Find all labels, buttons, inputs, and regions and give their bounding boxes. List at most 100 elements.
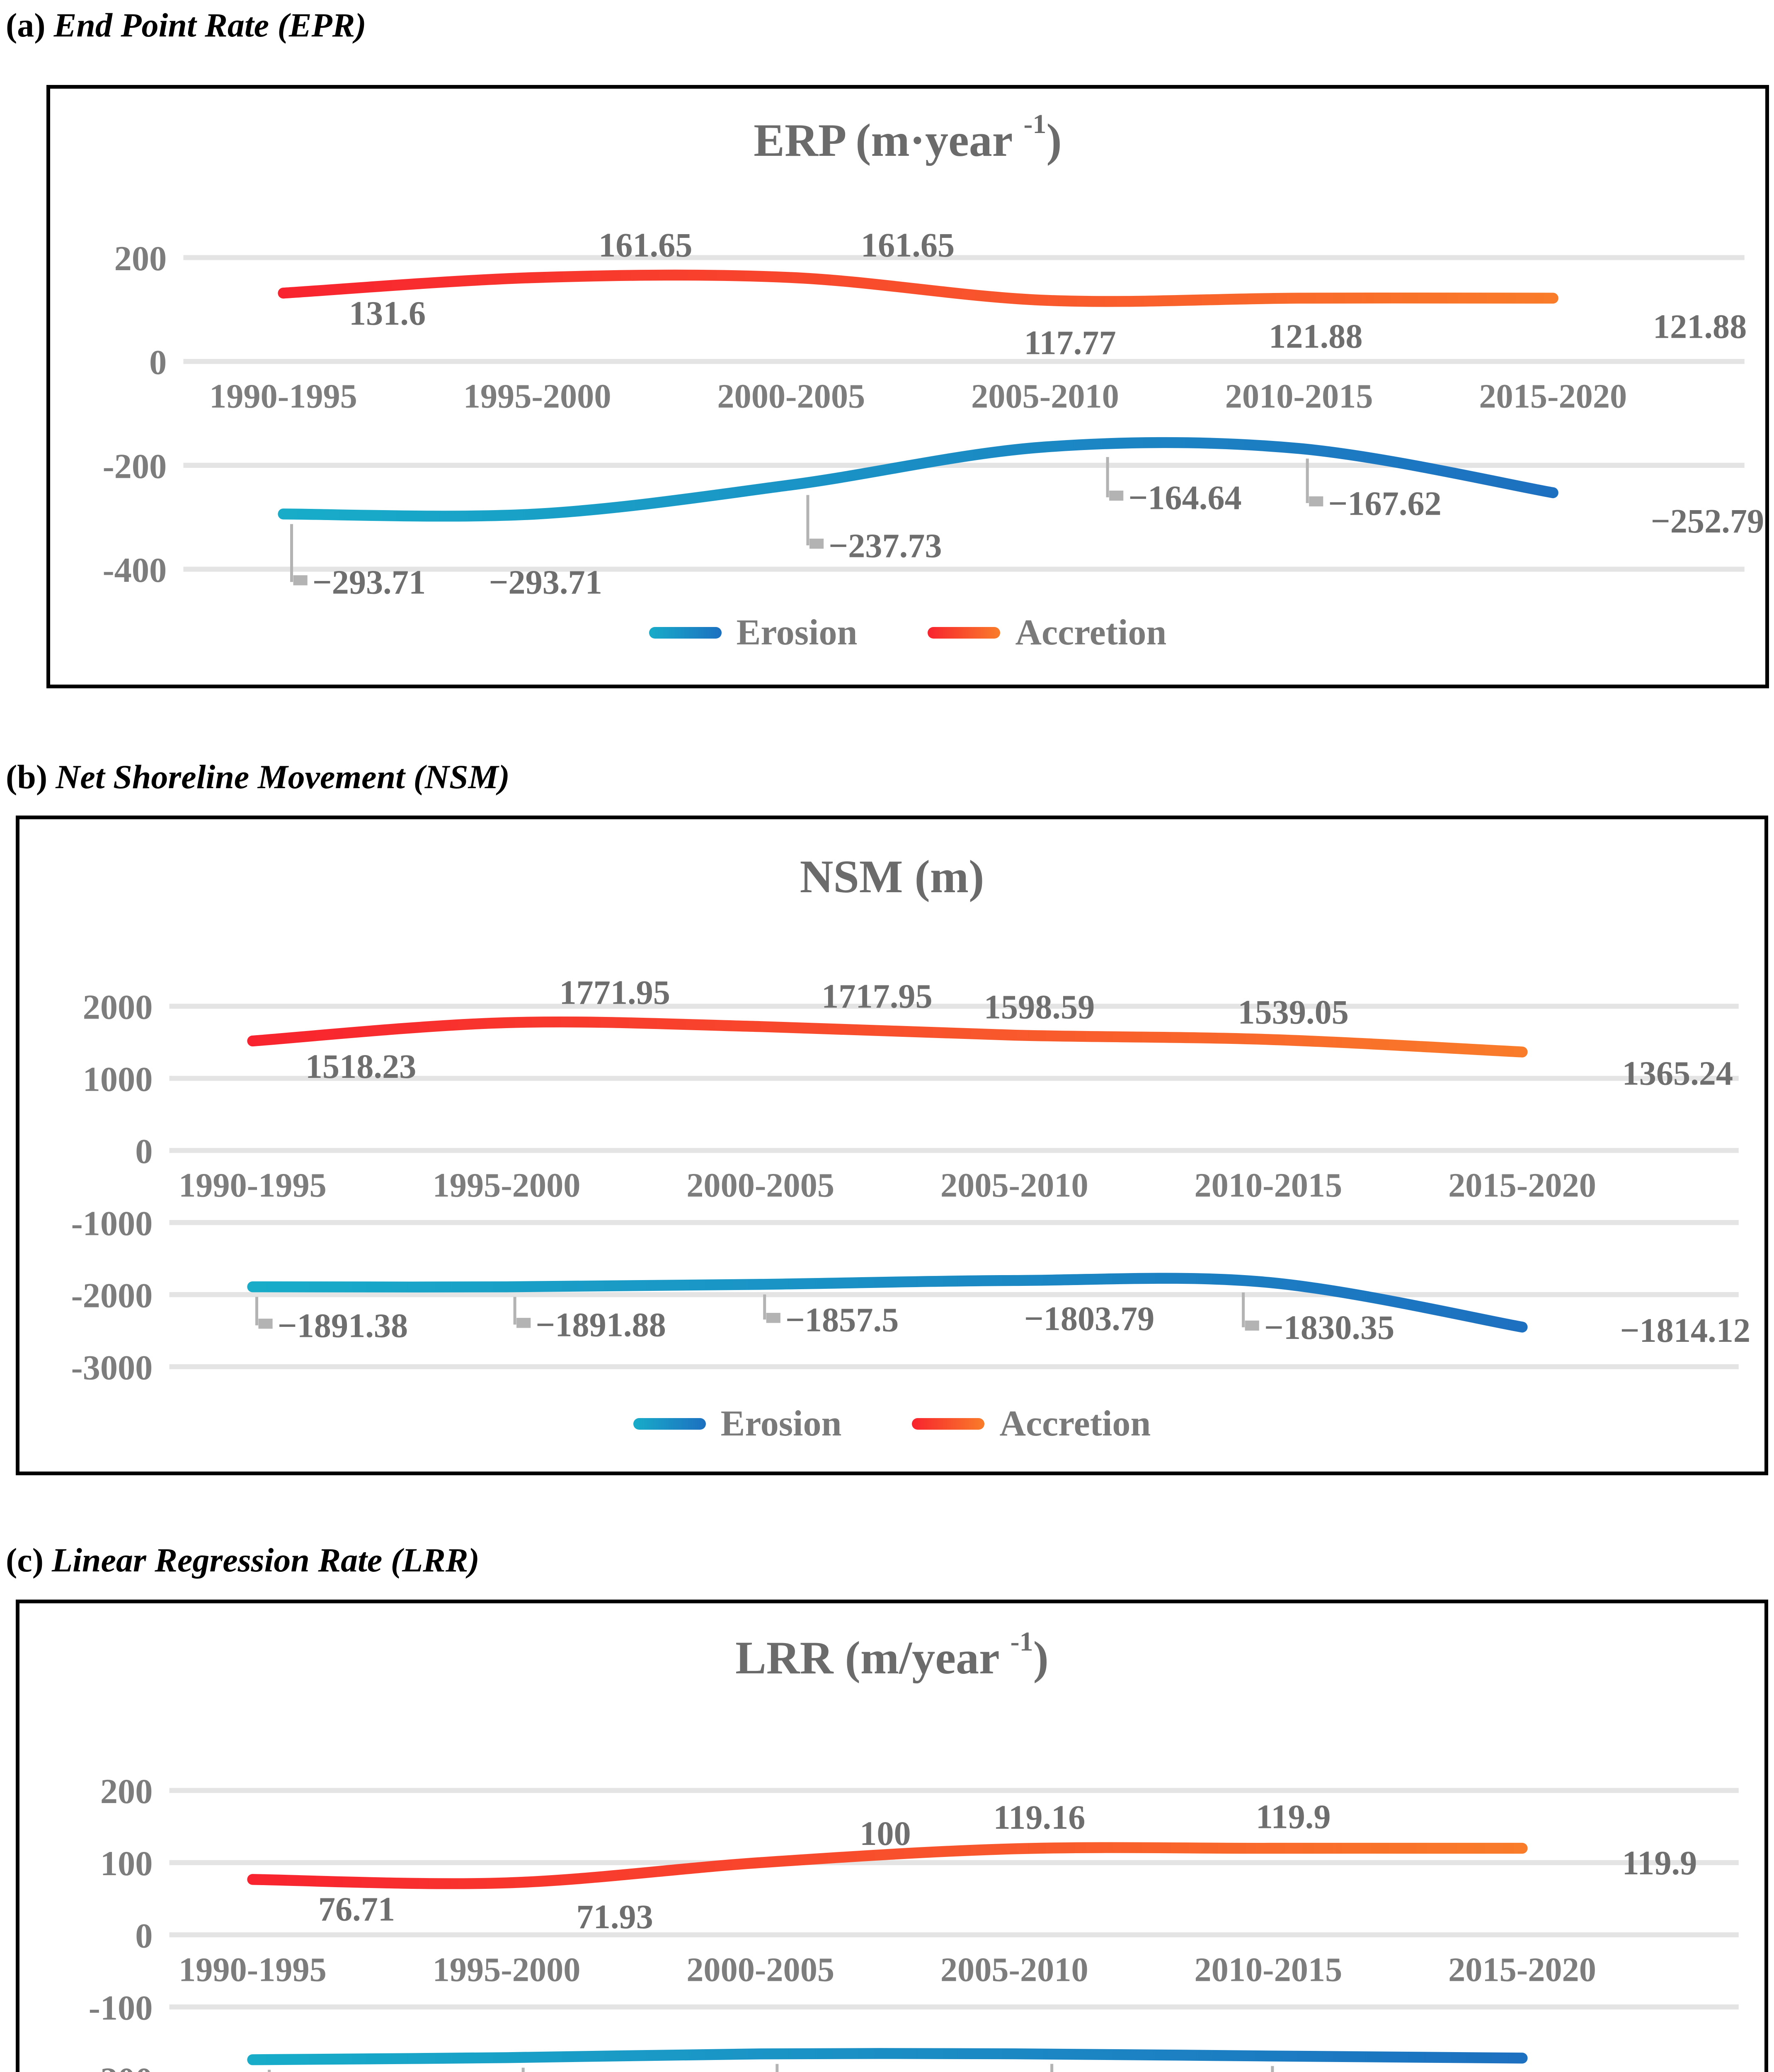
x-category-label: 2010-2015	[1194, 1950, 1342, 1988]
data-label: −1857.5	[785, 1300, 899, 1339]
data-label: −164.64	[1128, 478, 1241, 516]
data-label: 1365.24	[1622, 1054, 1733, 1092]
x-category-label: 2005-2010	[940, 1166, 1088, 1204]
erosion-legend-swatch	[633, 1418, 706, 1430]
label-leader-square	[258, 1319, 273, 1329]
data-label: 119.9	[1622, 1844, 1697, 1882]
data-label: −164.9	[1073, 2065, 1169, 2072]
x-category-label: 2015-2020	[1448, 1166, 1596, 1204]
label-leader-square	[1309, 496, 1323, 507]
epr-legend-item-erosion: Erosion	[649, 612, 858, 654]
section-heading-c-index: (c)	[6, 1541, 44, 1579]
x-category-label: 2000-2005	[686, 1166, 834, 1204]
data-label: −1891.88	[536, 1305, 666, 1343]
x-category-label: 2010-2015	[1194, 1166, 1342, 1204]
chart-epr: 200 0 -200 -400 1990-1995 1995-2000 2000-2005 2…	[46, 85, 1769, 688]
data-label: 161.65	[861, 226, 955, 264]
erosion-legend-label: Erosion	[736, 612, 858, 653]
data-label: 121.88	[1653, 307, 1747, 345]
data-label: 100	[860, 1814, 911, 1852]
nsm-plot-area: 2000 1000 0 -1000 -2000 -3000 1990-1995 1995-20…	[71, 973, 1751, 1387]
y-tick-label: 0	[149, 343, 167, 382]
y-tick-label: 1000	[83, 1060, 153, 1099]
accretion-legend-swatch	[928, 627, 1001, 639]
data-label: 71.93	[576, 1898, 653, 1936]
y-tick-label: 200	[100, 1772, 153, 1811]
nsm-legend-item-erosion: Erosion	[633, 1403, 842, 1445]
erosion-line	[278, 437, 1558, 522]
epr-title-close: )	[1046, 115, 1062, 166]
label-leader-square	[293, 575, 308, 586]
data-label: 119.16	[994, 1798, 1086, 1836]
x-category-label: 1995-2000	[433, 1950, 581, 1988]
y-tick-label: -400	[103, 551, 167, 590]
x-category-label: 2000-2005	[717, 377, 865, 415]
data-label: 1598.59	[984, 988, 1095, 1026]
epr-legend-item-accretion: Accretion	[928, 612, 1166, 654]
data-label: −237.73	[829, 526, 942, 564]
data-label: −167.92	[1293, 2069, 1406, 2072]
erosion-legend-label: Erosion	[720, 1404, 842, 1444]
x-category-label: 2005-2010	[940, 1950, 1088, 1988]
data-label: 121.88	[1269, 317, 1362, 355]
erosion-line	[247, 2048, 1528, 2065]
lrr-plot-area: 200 100 0 -100 -200 1990-1995 1995-2000 2000-20…	[89, 1772, 1739, 2072]
label-leader-square	[516, 1318, 531, 1328]
y-tick-label: 200	[114, 240, 167, 278]
y-tick-label: -200	[89, 2061, 153, 2072]
accretion-legend-label: Accretion	[999, 1404, 1151, 1444]
y-tick-label: 2000	[83, 988, 153, 1026]
accretion-legend-label: Accretion	[1015, 612, 1167, 653]
epr-plot-area: 200 0 -200 -400 1990-1995 1995-2000 2000-2005 2…	[103, 226, 1764, 601]
epr-title-sup: -1	[1023, 109, 1047, 139]
x-category-label: 2010-2015	[1225, 377, 1373, 415]
data-label: 131.6	[349, 294, 426, 332]
data-label: −165.01	[798, 2065, 911, 2072]
data-label: −1803.79	[1024, 1299, 1155, 1337]
section-heading-a-index: (a)	[6, 6, 46, 44]
y-tick-label: -100	[89, 1989, 153, 2027]
nsm-chart-title: NSM (m)	[19, 845, 1764, 904]
epr-title-main: ERP (m·year	[754, 115, 1024, 166]
data-label: −293.71	[313, 563, 426, 601]
accretion-line	[247, 1842, 1528, 1889]
x-category-label: 2005-2010	[971, 377, 1119, 415]
data-label: 1539.05	[1238, 993, 1349, 1031]
data-label: 1717.95	[822, 977, 933, 1015]
accretion-legend-swatch	[912, 1418, 985, 1430]
y-tick-label: 0	[135, 1917, 153, 1955]
y-tick-label: -2000	[71, 1276, 153, 1315]
section-heading-c: (c) Linear Regression Rate (LRR)	[6, 1541, 480, 1580]
section-heading-c-title: Linear Regression Rate (LRR)	[52, 1541, 480, 1579]
data-label: −170.84	[1620, 2066, 1733, 2072]
nsm-title-main: NSM (m)	[800, 851, 984, 903]
label-leader-square	[1109, 490, 1124, 501]
erosion-legend-swatch	[649, 627, 722, 639]
x-category-label: 1990-1995	[179, 1166, 327, 1204]
section-heading-b-title: Net Shoreline Movement (NSM)	[56, 758, 510, 796]
x-category-label: 2015-2020	[1448, 1950, 1596, 1988]
label-leader-square	[809, 538, 824, 549]
section-heading-b: (b) Net Shoreline Movement (NSM)	[6, 758, 510, 796]
y-tick-label: -3000	[71, 1348, 153, 1387]
x-category-label: 1995-2000	[433, 1166, 581, 1204]
y-tick-label: -1000	[71, 1204, 153, 1243]
chart-lrr: 200 100 0 -100 -200 1990-1995 1995-2000 2000-20…	[16, 1600, 1768, 2072]
y-tick-label: 0	[135, 1132, 153, 1171]
accretion-line	[247, 1016, 1528, 1058]
data-label: −167.62	[1328, 484, 1441, 522]
nsm-legend-item-accretion: Accretion	[912, 1403, 1151, 1445]
section-heading-a: (a) End Point Rate (EPR)	[6, 6, 366, 45]
data-label: 117.77	[1024, 323, 1116, 361]
data-label: −1814.12	[1620, 1311, 1751, 1349]
section-heading-b-index: (b)	[6, 758, 48, 796]
y-tick-label: 100	[100, 1844, 153, 1883]
x-category-label: 2015-2020	[1479, 377, 1627, 415]
accretion-line	[278, 269, 1558, 307]
x-category-label: 1990-1995	[209, 377, 357, 415]
epr-legend: Erosion Accretion	[50, 612, 1765, 654]
section-heading-a-title: End Point Rate (EPR)	[53, 6, 366, 44]
data-label: −293.71	[489, 563, 602, 601]
label-leader-square	[766, 1313, 780, 1323]
y-tick-label: -200	[103, 447, 167, 486]
